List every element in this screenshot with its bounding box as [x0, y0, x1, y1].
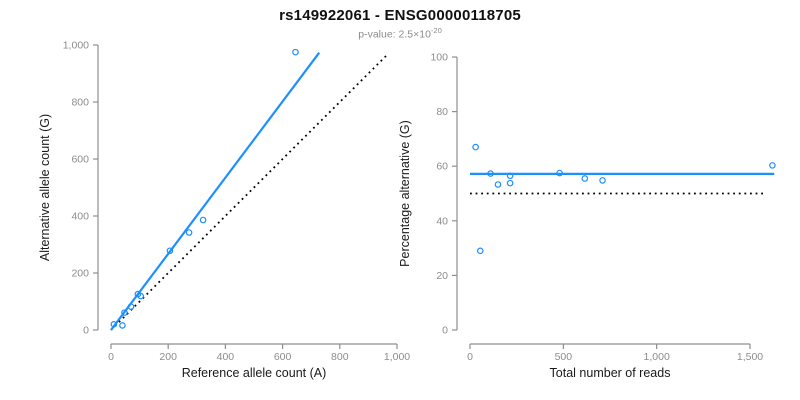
data-point — [199, 216, 207, 224]
identity-line — [110, 54, 388, 331]
data-point — [476, 247, 484, 255]
x-tick-label: 800 — [331, 351, 349, 363]
x-axis: 0 200 400 600 800 1,000 — [108, 343, 410, 363]
data-point — [506, 172, 514, 180]
x-axis: 0 500 1,000 1,500 — [467, 343, 763, 363]
data-point — [472, 143, 479, 151]
y-axis: 0 200 400 600 800 1,000 — [63, 40, 99, 337]
x-tick-label: 1,000 — [644, 351, 670, 363]
y-tick-label: 80 — [436, 106, 448, 118]
left-plot: 0 200 400 600 800 1,000 0 200 400 600 800 1,000 Refe… — [38, 40, 410, 381]
data-point — [506, 179, 514, 187]
regression-line — [110, 52, 321, 331]
y-tick-label: 800 — [71, 97, 89, 109]
y-tick-label: 0 — [83, 325, 89, 337]
p-value-exponent: -20 — [430, 26, 442, 35]
data-point — [769, 162, 776, 169]
y-tick-label: 1,000 — [63, 40, 89, 52]
y-tick-label: 20 — [436, 270, 448, 282]
data-points — [110, 48, 299, 329]
y-tick-label: 0 — [442, 325, 448, 337]
y-axis-title: Percentage alternative (G) — [398, 120, 412, 267]
x-tick-label: 0 — [467, 351, 473, 363]
data-point — [185, 229, 193, 236]
data-point — [121, 309, 128, 316]
data-point — [292, 48, 299, 56]
p-value-text: p-value: 2.5×10 — [358, 28, 431, 41]
x-tick-label: 0 — [108, 351, 114, 363]
y-tick-label: 400 — [71, 211, 89, 223]
x-tick-label: 500 — [555, 351, 573, 363]
data-point — [581, 175, 589, 182]
y-axis-title: Alternative allele count (G) — [38, 114, 52, 261]
data-point — [599, 177, 606, 184]
data-point — [556, 169, 563, 177]
right-plot: 0 20 40 60 80 100 0 500 1,000 1,500 Total number o… — [398, 52, 776, 380]
y-tick-label: 40 — [436, 215, 448, 227]
x-tick-label: 400 — [217, 351, 235, 363]
data-points — [472, 143, 776, 255]
data-point — [494, 181, 502, 188]
data-point — [110, 320, 118, 328]
y-tick-label: 100 — [430, 52, 448, 64]
y-axis: 0 20 40 60 80 100 — [430, 52, 458, 337]
chart-title: rs149922061 - ENSG00000118705 — [279, 7, 521, 24]
data-point — [119, 322, 126, 329]
x-tick-label: 600 — [274, 351, 292, 363]
x-axis-title: Reference allele count (A) — [182, 366, 327, 380]
data-point — [166, 247, 174, 255]
x-tick-label: 1,000 — [384, 351, 410, 363]
chart-subtitle: p-value: 2.5×10-20 — [0, 26, 800, 41]
data-point — [487, 170, 494, 177]
y-tick-label: 60 — [436, 161, 448, 173]
x-tick-label: 200 — [159, 351, 177, 363]
data-point — [137, 292, 145, 300]
x-tick-label: 1,500 — [737, 351, 763, 363]
y-tick-label: 200 — [71, 268, 89, 280]
y-tick-label: 600 — [71, 154, 89, 166]
data-point — [127, 303, 135, 310]
x-axis-title: Total number of reads — [550, 366, 671, 380]
